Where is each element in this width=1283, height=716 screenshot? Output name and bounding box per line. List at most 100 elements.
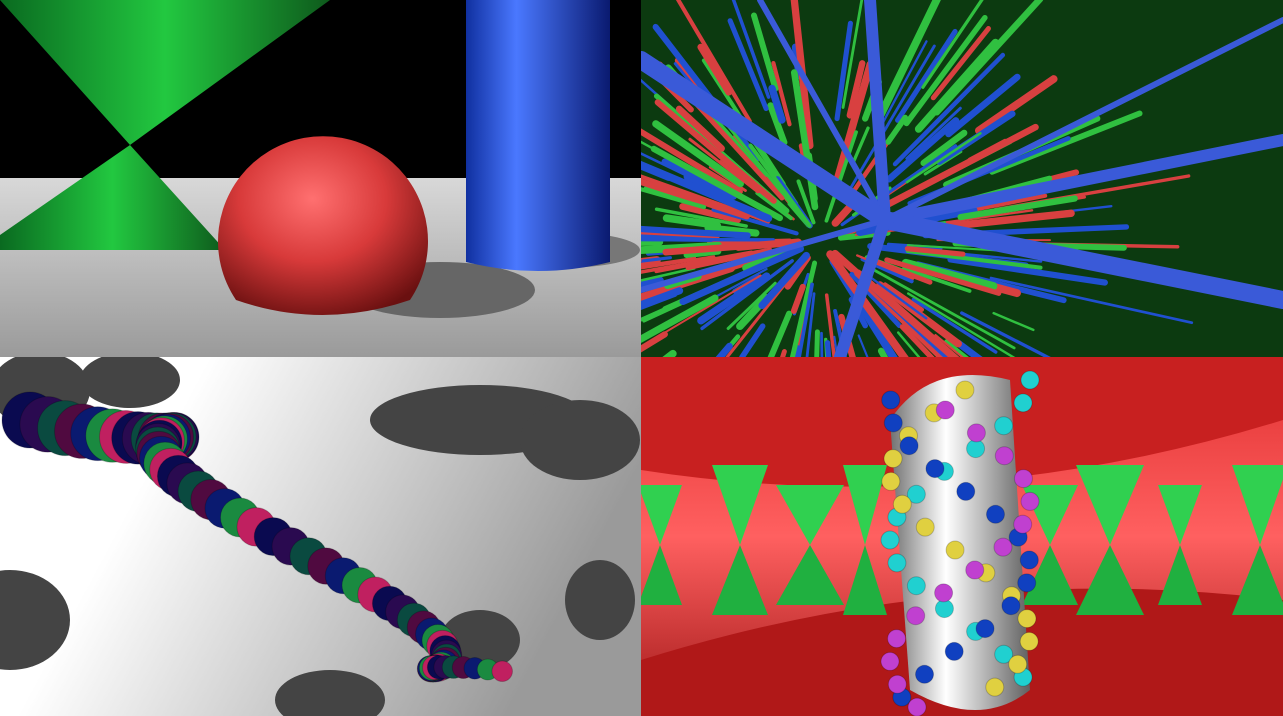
sphere	[1013, 514, 1033, 534]
bar	[750, 12, 779, 92]
sphere	[975, 619, 995, 639]
shadow	[80, 357, 180, 408]
blue-beam	[641, 51, 894, 229]
bar	[641, 256, 672, 263]
sphere	[880, 530, 900, 550]
bar	[866, 123, 1039, 218]
cone-top	[0, 0, 330, 145]
bar	[824, 130, 858, 223]
bar	[869, 267, 1016, 350]
cone-top	[712, 465, 768, 545]
bar	[641, 178, 750, 220]
blue-beam	[882, 17, 1283, 223]
sphere	[892, 494, 912, 514]
sphere	[1017, 609, 1037, 629]
blue-beam	[641, 217, 888, 293]
bar	[989, 110, 1143, 175]
sphere	[1013, 469, 1033, 489]
sphere	[915, 517, 935, 537]
bar	[641, 331, 668, 353]
bar	[641, 152, 691, 179]
bar	[901, 258, 998, 290]
bar	[841, 0, 864, 109]
sphere	[956, 481, 976, 501]
bar	[933, 0, 1044, 116]
bar	[824, 293, 836, 357]
bar	[876, 0, 941, 119]
bar	[641, 250, 754, 274]
bar	[854, 269, 960, 357]
bar	[641, 174, 771, 224]
sphere	[915, 664, 935, 684]
bar	[833, 60, 875, 185]
shadow	[275, 670, 385, 716]
bar	[641, 294, 677, 311]
sphere	[907, 697, 927, 716]
sphere	[881, 390, 901, 410]
scene-spheres	[0, 357, 641, 716]
bar	[882, 282, 925, 312]
sphere	[881, 471, 901, 491]
bar	[662, 214, 722, 230]
sphere	[1019, 631, 1039, 651]
bar	[790, 0, 814, 150]
bar	[905, 132, 982, 184]
bar	[650, 274, 762, 342]
bar	[797, 282, 814, 357]
bar	[727, 18, 769, 112]
blue-beam	[864, 0, 891, 226]
cone-top	[641, 485, 682, 545]
bar	[652, 120, 744, 188]
bar	[641, 128, 743, 195]
shadow	[565, 560, 635, 640]
bar	[875, 40, 928, 137]
bar	[875, 259, 933, 285]
bar	[905, 106, 962, 160]
scene-primitives	[0, 0, 641, 357]
bar	[697, 272, 771, 325]
bar	[685, 251, 759, 271]
bar	[897, 331, 921, 357]
bar	[731, 0, 771, 99]
sphere	[1019, 550, 1039, 570]
bar	[757, 192, 787, 216]
bar	[792, 345, 801, 357]
sphere	[925, 459, 945, 479]
bar	[957, 195, 1078, 221]
bar	[921, 0, 984, 89]
bar	[904, 246, 966, 257]
sphere	[1001, 596, 1021, 616]
bar	[892, 52, 1006, 167]
sphere	[994, 416, 1014, 436]
bar	[641, 267, 696, 282]
bar	[820, 331, 824, 357]
bar	[641, 255, 716, 270]
bar	[989, 276, 1194, 325]
bar	[960, 311, 1051, 357]
bar	[771, 60, 792, 127]
sphere	[906, 606, 926, 626]
bar	[867, 285, 946, 357]
bar	[679, 203, 741, 224]
bar	[934, 333, 964, 357]
bar	[885, 114, 909, 145]
bar	[641, 160, 773, 223]
sphere	[955, 380, 975, 400]
sphere	[944, 641, 964, 661]
bar	[930, 26, 991, 101]
bar	[947, 256, 1108, 286]
cone-bottom	[712, 545, 768, 615]
bar	[790, 283, 806, 314]
sphere	[906, 576, 926, 596]
bar	[748, 143, 812, 228]
bar	[789, 260, 818, 357]
cone-top	[843, 465, 887, 545]
shadow	[520, 400, 640, 480]
bar	[899, 324, 935, 357]
bar	[847, 44, 936, 192]
sphere	[994, 644, 1014, 664]
cone-bottom	[1232, 545, 1283, 615]
bar	[641, 276, 664, 290]
bar	[767, 102, 788, 146]
